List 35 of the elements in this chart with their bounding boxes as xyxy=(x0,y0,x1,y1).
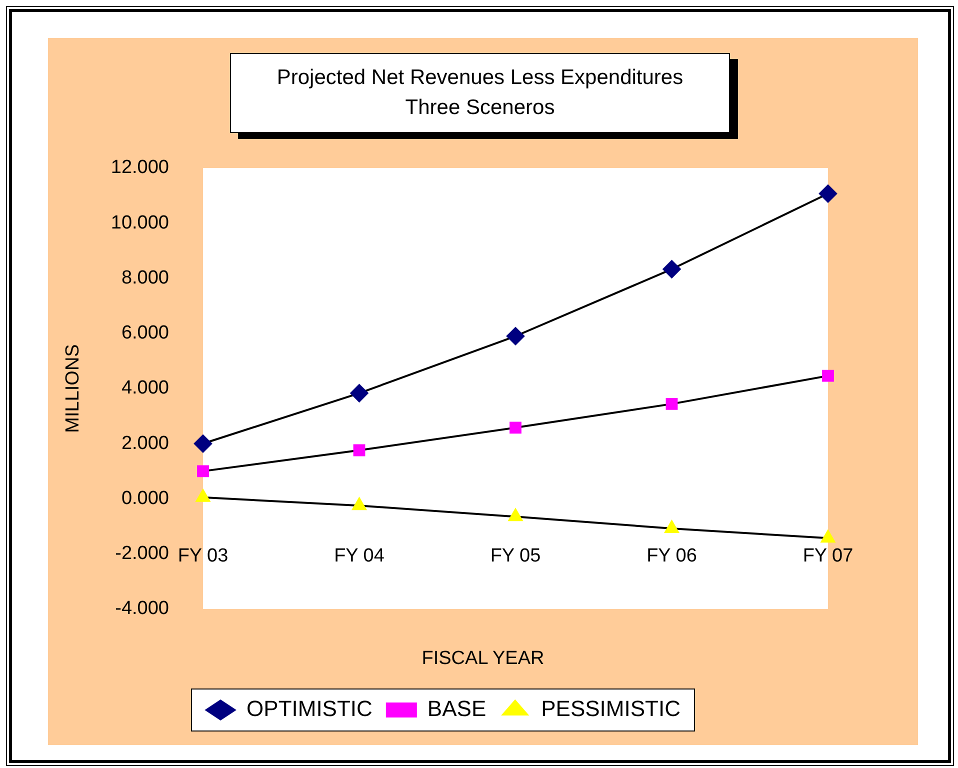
x-axis-title: FISCAL YEAR xyxy=(420,648,546,670)
point xyxy=(353,444,366,456)
legend-label: PESSIMISTIC xyxy=(541,696,681,722)
y-tick-label: 8.000 xyxy=(121,267,169,288)
chart-title: Projected Net Revenues Less Expenditures Three Sceneros xyxy=(230,53,730,133)
point xyxy=(822,370,834,382)
y-tick-label: 6.000 xyxy=(121,322,169,344)
point xyxy=(664,520,679,534)
y-tick-label: -4.000 xyxy=(115,598,169,620)
legend-label: OPTIMISTIC xyxy=(246,696,373,722)
point xyxy=(666,398,678,410)
y-tick-label: 0.000 xyxy=(121,488,169,509)
legend-label: BASE xyxy=(427,696,486,722)
point xyxy=(194,434,212,453)
point xyxy=(662,260,681,278)
y-tick-label: -2.000 xyxy=(115,543,169,564)
x-tick-label: FY 07 xyxy=(802,545,854,566)
x-tick-label: FY 05 xyxy=(490,545,541,566)
point xyxy=(819,184,837,203)
point xyxy=(508,508,523,522)
y-tick-label: 4.000 xyxy=(121,378,169,399)
point xyxy=(196,489,210,502)
x-tick-label: FY 06 xyxy=(646,545,697,566)
point xyxy=(510,422,522,434)
y-tick-label: 12.000 xyxy=(110,157,169,178)
point xyxy=(197,465,209,478)
y-tick-label: 2.000 xyxy=(121,432,169,454)
y-axis-title: MILLIONS xyxy=(62,344,84,433)
x-tick-label: FY 03 xyxy=(178,545,228,566)
x-tick-label: FY 04 xyxy=(334,545,385,566)
point xyxy=(506,327,524,346)
point xyxy=(820,530,836,543)
y-tick-label: 10.000 xyxy=(110,212,169,234)
point xyxy=(352,498,366,510)
point xyxy=(350,384,368,402)
